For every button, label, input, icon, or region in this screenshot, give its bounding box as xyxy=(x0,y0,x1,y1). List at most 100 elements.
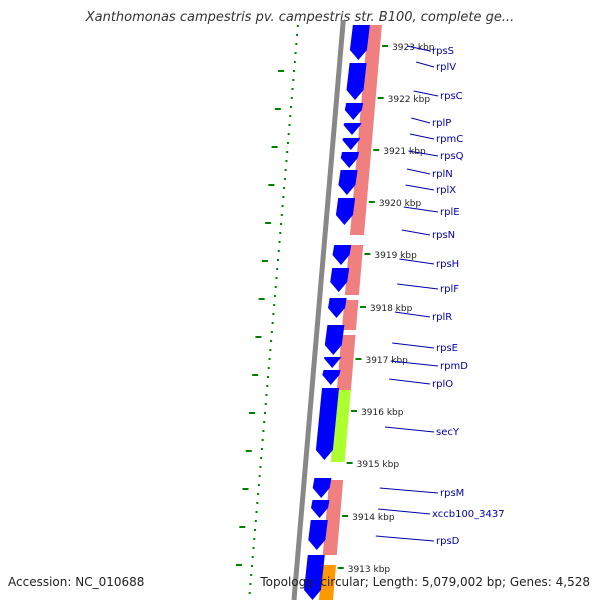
ruler-tick-label: 3915 kbp xyxy=(357,460,400,470)
ruler-tick xyxy=(364,253,371,255)
gene-label[interactable]: rplO xyxy=(432,379,453,390)
gc-dot xyxy=(280,214,283,216)
rna-block[interactable] xyxy=(322,480,344,555)
cds-arrow[interactable] xyxy=(340,152,360,168)
gc-dot xyxy=(265,394,268,396)
gc-dot xyxy=(254,520,257,522)
cds-arrow[interactable] xyxy=(324,325,345,355)
gc-dot xyxy=(272,313,275,315)
cds-arrow[interactable] xyxy=(344,103,364,120)
ruler-tick xyxy=(373,149,380,151)
gene-leader-line xyxy=(409,133,435,140)
backbone-track xyxy=(291,19,346,600)
cds-arrow[interactable] xyxy=(323,357,342,368)
gene-label[interactable]: rpsH xyxy=(436,259,459,270)
cds-arrow[interactable] xyxy=(315,388,339,460)
rna-block[interactable] xyxy=(319,565,336,600)
rna-block[interactable] xyxy=(341,300,359,330)
gc-dash xyxy=(255,336,262,338)
gc-dash xyxy=(236,564,243,566)
gc-dot xyxy=(277,250,280,252)
gc-dot xyxy=(253,538,256,540)
cds-arrow[interactable] xyxy=(330,268,350,292)
cds-arrow[interactable] xyxy=(308,520,328,550)
ruler-tick-label: 3920 kbp xyxy=(379,199,422,209)
gc-dot xyxy=(296,25,299,27)
cds-arrow[interactable] xyxy=(343,123,362,135)
map-title: Xanthomonas campestris pv. campestris st… xyxy=(85,10,515,25)
gene-label[interactable]: rpsD xyxy=(436,536,460,547)
gene-label[interactable]: rpsE xyxy=(436,343,458,354)
gene-label[interactable]: xccb100_3437 xyxy=(432,509,505,520)
gc-dot xyxy=(289,115,292,117)
gene-label[interactable]: rpsM xyxy=(440,488,464,499)
gc-dot xyxy=(257,493,260,495)
cds-arrow[interactable] xyxy=(338,170,358,195)
gc-dot xyxy=(273,304,276,306)
ruler-tick-label: 3914 kbp xyxy=(352,513,395,523)
cds-arrow[interactable] xyxy=(346,63,367,100)
cds-arrow[interactable] xyxy=(304,555,325,600)
gene-label[interactable]: rplF xyxy=(440,284,459,295)
gc-dot xyxy=(258,475,261,477)
gene-leader-line xyxy=(397,283,439,290)
gc-dot xyxy=(280,223,283,225)
cds-arrow[interactable] xyxy=(312,478,332,498)
gene-label[interactable]: rplE xyxy=(440,207,460,218)
cds-arrow[interactable] xyxy=(311,500,330,518)
cds-arrow[interactable] xyxy=(328,298,347,318)
ruler-tick xyxy=(337,567,344,569)
gc-dot xyxy=(286,142,289,144)
gc-dot xyxy=(286,151,289,153)
gene-label[interactable]: rpsC xyxy=(440,91,463,102)
gene-label[interactable]: rplN xyxy=(432,169,453,180)
gc-dot xyxy=(293,61,296,63)
gene-label[interactable]: rplV xyxy=(436,62,456,73)
gene-label[interactable]: rpmC xyxy=(436,134,463,145)
ruler-tick-label: 3913 kbp xyxy=(348,565,391,575)
gene-leader-line xyxy=(384,426,435,433)
gene-label[interactable]: rplR xyxy=(432,312,452,323)
cds-arrow[interactable] xyxy=(322,370,341,385)
gene-label[interactable]: rplP xyxy=(432,118,451,129)
gene-label[interactable]: rpsN xyxy=(432,230,455,241)
cds-arrow[interactable] xyxy=(335,198,356,225)
gc-dot xyxy=(294,52,297,54)
gc-dot xyxy=(250,574,253,576)
gc-dot xyxy=(249,583,252,585)
gene-leader-line xyxy=(375,535,435,542)
gc-dash xyxy=(258,298,265,300)
gc-dot xyxy=(295,43,298,45)
rna-block[interactable] xyxy=(336,335,356,390)
gene-label[interactable]: secY xyxy=(436,427,460,438)
gene-leader-line xyxy=(392,342,435,349)
cds-arrow[interactable] xyxy=(349,25,370,60)
gene-label[interactable]: rpsS xyxy=(432,46,454,57)
gc-dot xyxy=(254,529,257,531)
gene-leader-line xyxy=(406,168,431,175)
gc-dash xyxy=(248,412,255,414)
cds-arrow[interactable] xyxy=(342,138,361,150)
gene-leader-line xyxy=(394,311,431,318)
ruler-tick-label: 3917 kbp xyxy=(365,356,408,366)
gc-dot xyxy=(264,403,267,405)
ruler-tick xyxy=(382,45,389,47)
cds-arrow[interactable] xyxy=(332,245,352,265)
rna-block[interactable] xyxy=(344,245,364,295)
gc-dot xyxy=(259,466,262,468)
gc-dash xyxy=(271,146,278,148)
gc-dot xyxy=(278,241,281,243)
gene-label[interactable]: rplX xyxy=(436,185,456,196)
gc-dot xyxy=(263,412,266,414)
ruler-tick-label: 3923 kbp xyxy=(392,43,435,53)
rna-block[interactable] xyxy=(350,25,382,235)
gc-dot xyxy=(292,79,295,81)
gc-dot xyxy=(283,187,286,189)
gene-label[interactable]: rpmD xyxy=(440,361,468,372)
gc-dot xyxy=(276,268,279,270)
gc-dot xyxy=(274,286,277,288)
gene-leader-line xyxy=(379,487,439,494)
gc-dot xyxy=(251,556,254,558)
gene-label[interactable]: rpsQ xyxy=(440,151,464,162)
